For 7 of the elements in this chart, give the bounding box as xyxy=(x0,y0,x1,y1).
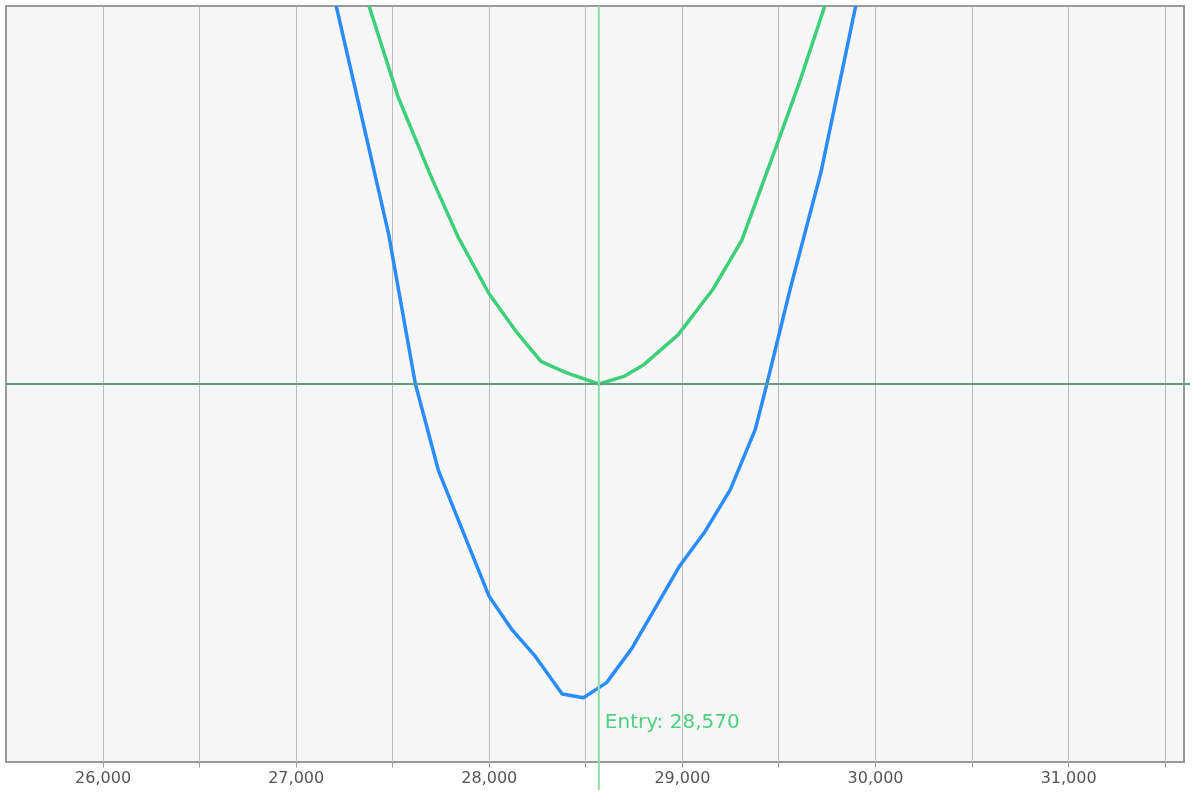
x-tick-label: 31,000 xyxy=(1040,767,1097,787)
x-tick-label: 28,000 xyxy=(461,767,518,787)
x-tick-label: 30,000 xyxy=(847,767,904,787)
x-tick-label: 27,000 xyxy=(268,767,325,787)
ref-line-label: Entry: 28,570 xyxy=(604,709,740,733)
x-tick-label: 26,000 xyxy=(75,767,132,787)
x-tick-label: 29,000 xyxy=(654,767,711,787)
